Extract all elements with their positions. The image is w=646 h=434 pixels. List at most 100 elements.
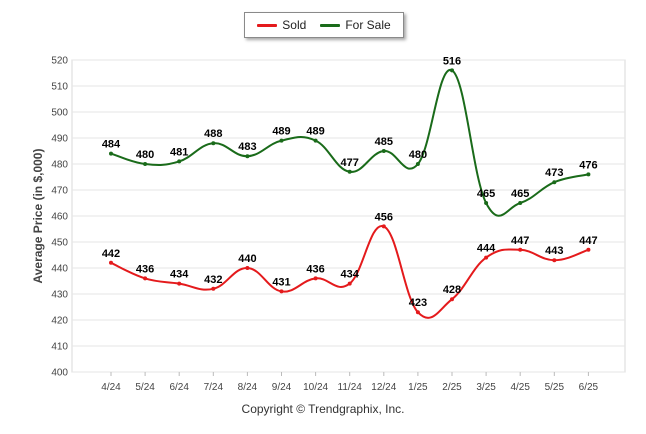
data-label-sold: 443 <box>545 245 563 257</box>
legend-item-for-sale[interactable]: For Sale <box>320 18 391 32</box>
data-label-for-sale: 489 <box>272 126 290 138</box>
data-point-sold <box>415 310 420 315</box>
x-tick-label: 5/24 <box>135 382 155 393</box>
x-tick-label: 6/24 <box>169 382 189 393</box>
legend-label-for-sale: For Sale <box>345 18 391 32</box>
data-point-for-sale <box>143 162 148 166</box>
data-point-for-sale <box>109 151 113 156</box>
x-tick-label: 11/24 <box>338 382 363 393</box>
legend-swatch-sold <box>257 23 278 27</box>
data-point-for-sale <box>415 162 420 166</box>
data-label-for-sale: 477 <box>341 157 359 169</box>
data-label-for-sale: 476 <box>579 159 597 171</box>
data-point-sold <box>245 266 250 270</box>
y-tick-label: 460 <box>51 212 68 223</box>
data-label-for-sale: 480 <box>136 149 154 161</box>
chart-legend: Sold For Sale <box>244 12 404 38</box>
x-tick-label: 8/24 <box>238 382 258 393</box>
data-label-sold: 434 <box>341 269 360 281</box>
x-tick-label: 12/24 <box>371 382 396 393</box>
data-point-sold <box>109 260 113 265</box>
y-tick-label: 450 <box>51 238 68 249</box>
data-label-sold: 431 <box>272 276 290 288</box>
legend-item-sold[interactable]: Sold <box>257 18 306 32</box>
y-tick-label: 440 <box>51 264 68 275</box>
series-line-sold <box>110 225 589 319</box>
data-label-sold: 423 <box>409 297 427 309</box>
data-label-sold: 436 <box>306 263 324 275</box>
data-point-sold <box>518 247 523 252</box>
y-tick-label: 480 <box>51 160 68 171</box>
x-tick-label: 4/24 <box>101 382 121 393</box>
data-label-sold: 442 <box>102 248 120 260</box>
data-point-sold <box>211 286 216 291</box>
y-tick-label: 400 <box>51 368 68 379</box>
data-label-for-sale: 465 <box>477 188 495 200</box>
data-label-for-sale: 480 <box>409 149 427 161</box>
data-point-for-sale <box>313 138 318 143</box>
data-point-for-sale <box>279 138 284 143</box>
data-label-sold: 444 <box>477 243 496 255</box>
series-line-for-sale <box>110 69 589 217</box>
data-point-for-sale <box>211 141 216 146</box>
data-point-for-sale <box>347 169 352 174</box>
data-label-sold: 436 <box>136 263 154 275</box>
y-tick-label: 420 <box>51 316 68 327</box>
data-point-sold <box>552 258 557 263</box>
data-label-for-sale: 516 <box>443 55 461 67</box>
data-point-for-sale <box>245 154 250 159</box>
data-label-for-sale: 484 <box>102 139 121 151</box>
data-point-for-sale <box>450 68 454 73</box>
data-point-for-sale <box>518 201 523 205</box>
data-label-sold: 432 <box>204 274 222 286</box>
data-point-sold <box>586 247 591 252</box>
data-point-for-sale <box>552 180 557 185</box>
y-tick-label: 410 <box>51 342 68 353</box>
data-point-for-sale <box>177 159 182 164</box>
data-label-for-sale: 473 <box>545 167 563 179</box>
x-tick-label: 3/25 <box>476 382 496 393</box>
y-tick-label: 500 <box>51 108 68 119</box>
x-tick-label: 2/25 <box>442 382 462 393</box>
data-label-for-sale: 465 <box>511 188 529 200</box>
data-point-sold <box>177 281 182 286</box>
data-point-for-sale <box>381 149 386 153</box>
y-tick-label: 430 <box>51 290 68 301</box>
x-tick-label: 10/24 <box>303 382 328 393</box>
x-tick-label: 6/25 <box>579 382 599 393</box>
y-tick-label: 520 <box>51 56 68 67</box>
data-label-sold: 434 <box>170 269 189 281</box>
x-tick-label: 4/25 <box>510 382 530 393</box>
y-tick-label: 490 <box>51 134 68 145</box>
x-tick-label: 1/25 <box>408 382 428 393</box>
data-label-sold: 428 <box>443 284 461 296</box>
data-point-sold <box>484 255 489 260</box>
data-label-for-sale: 488 <box>204 128 222 140</box>
x-tick-label: 5/25 <box>545 382 565 393</box>
data-point-sold <box>450 297 454 302</box>
data-point-sold <box>381 224 386 229</box>
data-label-sold: 447 <box>511 235 529 247</box>
data-point-for-sale <box>484 201 489 205</box>
y-axis-title: Average Price (in $,000) <box>31 149 45 284</box>
data-point-sold <box>313 276 318 281</box>
x-tick-label: 9/24 <box>272 382 292 393</box>
data-point-sold <box>279 289 284 294</box>
copyright-text: Copyright © Trendgraphix, Inc. <box>241 402 405 416</box>
x-tick-label: 7/24 <box>204 382 224 393</box>
data-point-sold <box>143 276 148 281</box>
legend-swatch-for-sale <box>320 23 341 27</box>
data-point-sold <box>347 281 352 286</box>
data-label-sold: 440 <box>238 253 256 265</box>
legend-label-sold: Sold <box>282 18 307 32</box>
y-tick-label: 470 <box>51 186 68 197</box>
data-point-for-sale <box>586 172 591 177</box>
data-label-sold: 447 <box>579 235 597 247</box>
data-label-for-sale: 485 <box>375 136 393 148</box>
data-label-sold: 456 <box>375 211 393 223</box>
data-label-for-sale: 489 <box>306 126 324 138</box>
y-tick-label: 510 <box>51 82 68 93</box>
data-label-for-sale: 481 <box>170 146 188 158</box>
data-label-for-sale: 483 <box>238 141 256 153</box>
